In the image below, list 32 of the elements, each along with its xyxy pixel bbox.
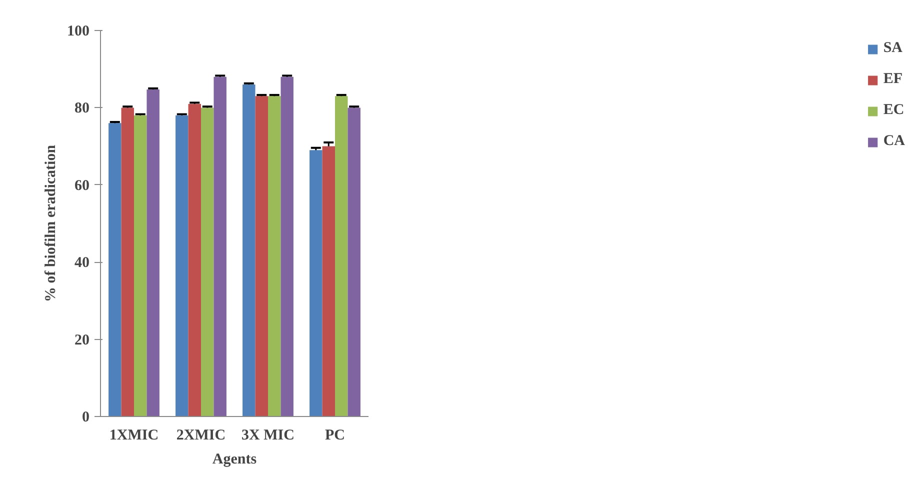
y-tick-label: 60	[74, 178, 90, 194]
bar	[188, 104, 201, 416]
y-tick-label: 80	[74, 100, 90, 117]
bar	[335, 96, 348, 416]
y-tick-label: 40	[74, 255, 90, 272]
bar	[214, 76, 226, 416]
bar	[255, 96, 268, 416]
bar	[121, 108, 134, 416]
x-tick-label: PC	[325, 428, 345, 444]
bar	[310, 150, 322, 416]
bar	[176, 115, 188, 416]
legend-label: SA	[883, 40, 904, 57]
bar	[146, 90, 160, 416]
x-axis-title: Agents	[212, 452, 257, 468]
legend-label: EC	[883, 102, 904, 119]
bar	[348, 108, 360, 416]
y-tick-label: 0	[82, 410, 90, 426]
y-tick-label: 100	[67, 24, 90, 40]
x-tick-label: 2XMIC	[176, 428, 226, 444]
bar	[322, 146, 335, 416]
bar	[134, 115, 147, 416]
bar	[108, 123, 122, 416]
bar	[242, 84, 256, 416]
bar	[280, 76, 294, 416]
y-tick-label: 20	[74, 332, 90, 348]
bar	[268, 96, 281, 416]
bar	[201, 108, 214, 416]
y-axis-title: % of biofilm eradication	[43, 144, 59, 302]
legend-label: CA	[883, 133, 905, 150]
x-tick-label: 1XMIC	[109, 428, 159, 444]
legend-label: EF	[883, 71, 904, 88]
x-tick-label: 3X MIC	[242, 428, 294, 444]
